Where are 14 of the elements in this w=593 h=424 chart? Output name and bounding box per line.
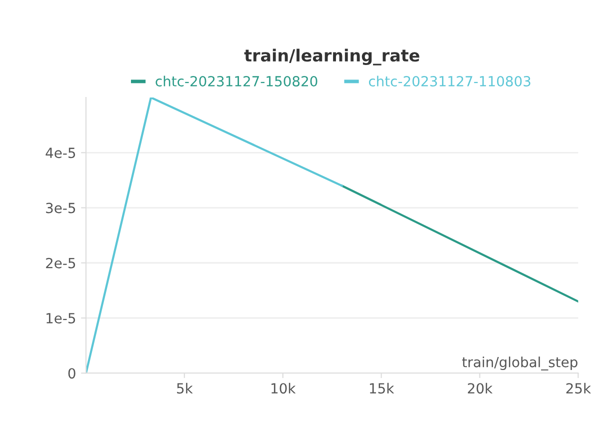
y-tick-label: 2e-5: [46, 258, 76, 268]
x-tick-label: 5k: [177, 382, 193, 394]
legend-label: chtc-20231127-110803: [368, 76, 530, 86]
x-tick-label: 15k: [370, 382, 394, 394]
legend-label: chtc-20231127-150820: [156, 76, 318, 86]
y-tick-label: 4e-5: [46, 148, 76, 158]
x-tick-label: 25k: [566, 382, 591, 394]
y-tick-label: 3e-5: [46, 202, 76, 214]
y-tick-label: 0: [68, 368, 76, 379]
chart-title: train/learning_rate: [244, 48, 420, 66]
x-tick-label: 10k: [272, 382, 296, 394]
x-axis-title: train/global_step: [462, 356, 578, 370]
x-tick-label: 20k: [468, 382, 493, 394]
y-tick-label: 1e-5: [46, 313, 76, 324]
